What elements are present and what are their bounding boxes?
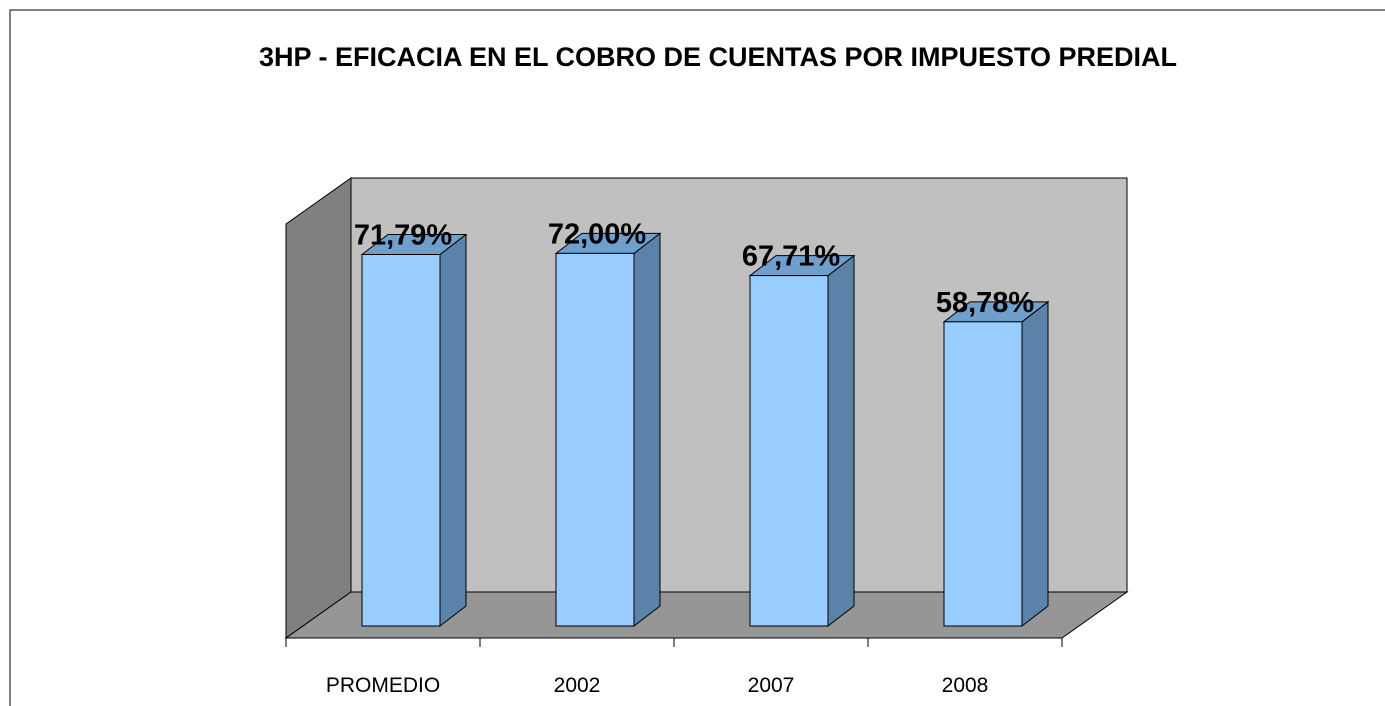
bar-side [1021, 300, 1049, 628]
floor [284, 591, 1129, 639]
x-tick-label: 2008 [942, 674, 989, 697]
x-tick-label: 2002 [554, 674, 601, 697]
x-tick-label: 2007 [748, 674, 795, 697]
bar [943, 321, 1023, 627]
data-label: 72,00% [548, 218, 647, 250]
data-label: 58,78% [936, 287, 1035, 319]
bar [749, 275, 829, 627]
bar-side [827, 254, 855, 628]
chart-title: 3HP - EFICACIA EN EL COBRO DE CUENTAS PO… [259, 42, 1177, 72]
bar [555, 252, 635, 627]
x-tick-label: PROMEDIO [326, 674, 440, 697]
left-wall [285, 177, 352, 639]
bar-side [633, 232, 661, 628]
data-label: 71,79% [354, 219, 453, 251]
bar [361, 253, 441, 627]
data-label: 67,71% [742, 241, 841, 273]
bar-side [439, 233, 467, 628]
